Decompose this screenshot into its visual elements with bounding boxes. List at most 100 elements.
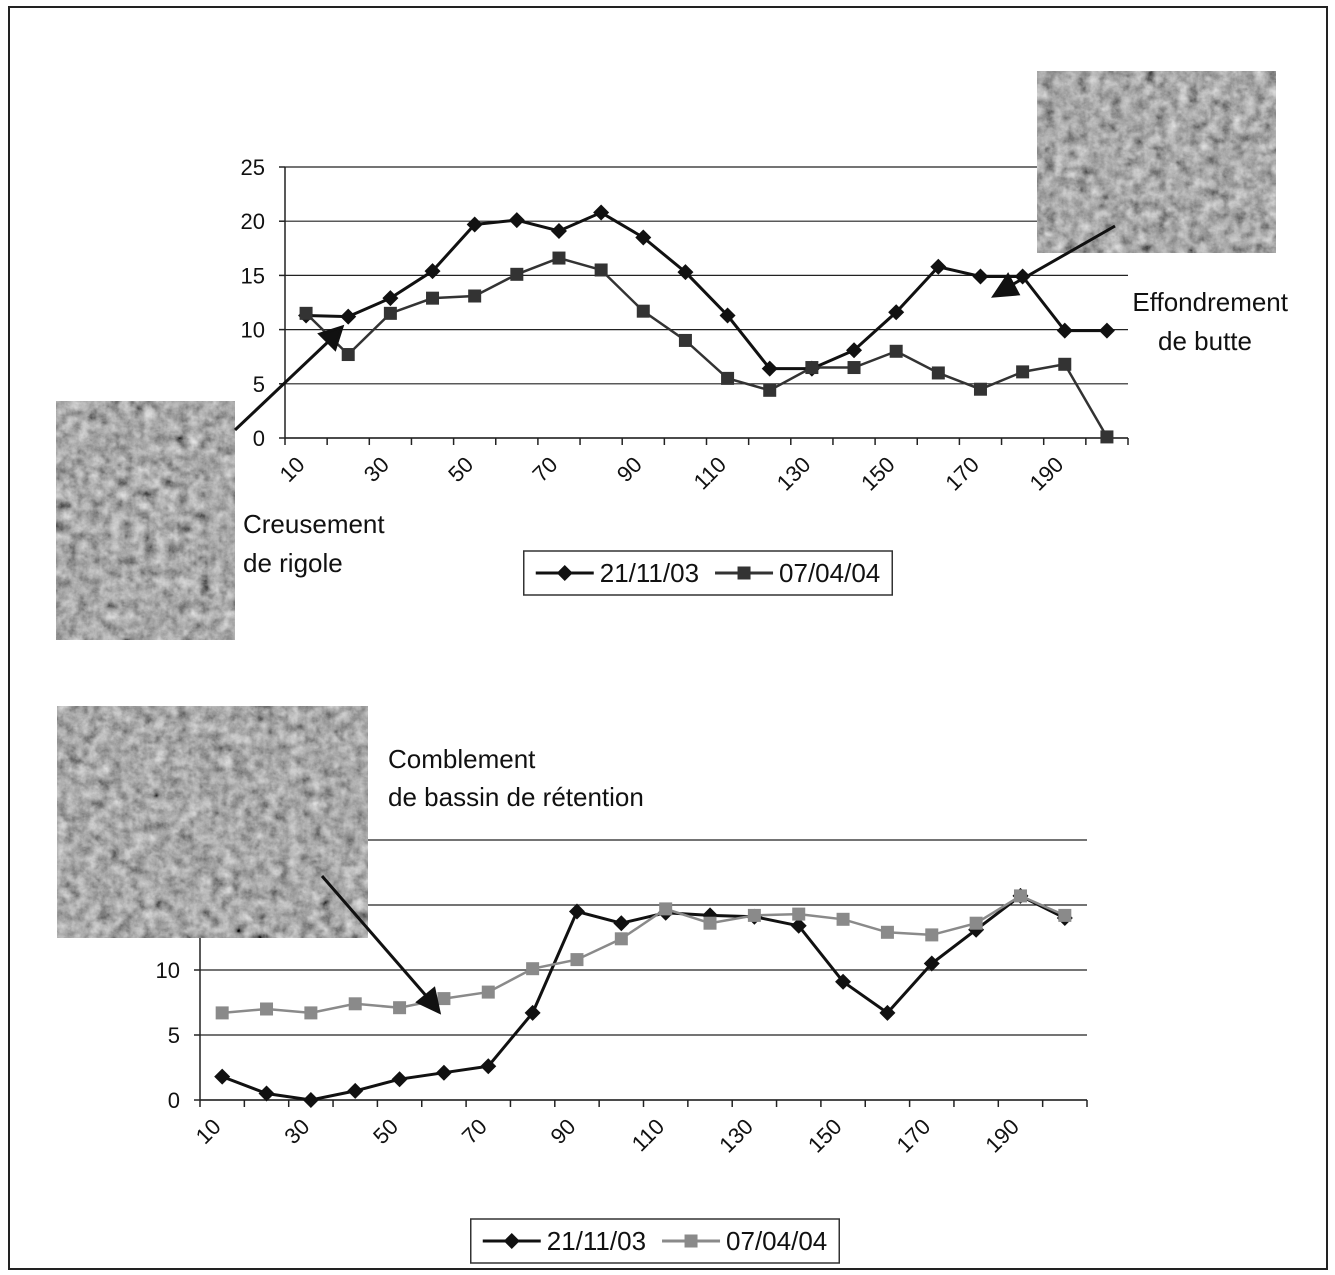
series-line — [221, 894, 1066, 1102]
y-tick-label: 0 — [253, 426, 265, 451]
series-line — [306, 210, 1107, 371]
marker — [510, 267, 524, 281]
annotation: Creusement — [243, 509, 385, 539]
marker — [570, 953, 584, 967]
marker — [923, 955, 940, 972]
legend-marker — [737, 566, 751, 580]
y-tick-label: 25 — [241, 155, 265, 180]
marker — [466, 216, 483, 233]
marker — [568, 903, 585, 920]
marker — [552, 251, 566, 265]
y-tick-label: 0 — [168, 1088, 180, 1113]
marker — [847, 361, 861, 375]
x-tick-label: 130 — [772, 452, 816, 496]
marker — [341, 348, 355, 362]
marker — [973, 382, 987, 396]
legend-label: 07/04/04 — [726, 1226, 827, 1256]
marker — [659, 902, 673, 916]
x-tick-label: 150 — [856, 452, 900, 496]
marker — [1013, 889, 1027, 903]
marker — [888, 304, 905, 321]
x-tick-label: 170 — [940, 452, 984, 496]
marker — [480, 1058, 497, 1075]
x-tick-label: 30 — [279, 1114, 314, 1149]
x-tick-label: 70 — [528, 452, 563, 487]
y-tick-label: 15 — [241, 263, 265, 288]
legend-label: 21/11/03 — [600, 558, 699, 588]
marker — [383, 306, 397, 320]
marker — [299, 306, 313, 320]
y-tick-label: 10 — [241, 318, 265, 343]
legend: 21/11/03 07/04/04 — [470, 1218, 840, 1264]
marker — [382, 290, 399, 307]
arrow — [320, 875, 430, 999]
x-tick-label: 190 — [1025, 452, 1069, 496]
marker — [889, 344, 903, 358]
marker — [1100, 430, 1114, 444]
marker — [347, 1082, 364, 1099]
marker — [424, 263, 441, 280]
marker — [763, 383, 777, 397]
marker — [703, 916, 717, 930]
marker — [435, 1064, 452, 1081]
photo — [56, 401, 235, 640]
marker — [348, 997, 362, 1011]
x-tick-label: 10 — [191, 1114, 226, 1149]
x-tick-label: 130 — [714, 1114, 758, 1158]
marker — [880, 925, 894, 939]
marker — [836, 912, 850, 926]
marker — [426, 291, 440, 305]
marker — [594, 263, 608, 277]
marker — [508, 212, 525, 229]
legend-marker — [503, 1233, 520, 1249]
legend-label: 07/04/04 — [779, 558, 880, 588]
marker — [391, 1071, 408, 1088]
marker — [302, 1092, 319, 1108]
marker — [835, 973, 852, 990]
marker — [721, 371, 735, 385]
marker — [930, 258, 947, 275]
marker — [925, 928, 939, 942]
arrow-head — [415, 986, 442, 1015]
arrow — [233, 338, 332, 432]
y-tick-label: 10 — [156, 958, 180, 983]
legend-label: 21/11/03 — [547, 1226, 646, 1256]
photo — [1037, 71, 1276, 253]
marker — [879, 1004, 896, 1021]
photos — [56, 71, 1276, 938]
marker — [393, 1001, 407, 1015]
annotation: de rigole — [243, 548, 343, 578]
x-tick-label: 110 — [689, 452, 731, 494]
marker — [1098, 322, 1115, 339]
marker — [468, 289, 482, 303]
annotation: de bassin de rétention — [388, 782, 644, 812]
legend-marker — [556, 565, 573, 581]
marker — [761, 360, 778, 377]
plots: 0 5 10 15 20 25 10 30 50 70 90 110 130 150 170 190 21/11… — [156, 155, 1129, 1264]
marker — [613, 915, 630, 932]
marker — [931, 366, 945, 380]
marker — [215, 1006, 229, 1020]
annotation: de butte — [1158, 326, 1252, 356]
marker — [481, 985, 495, 999]
legend: 21/11/03 07/04/04 — [523, 550, 893, 596]
x-tick-label: 10 — [275, 452, 310, 487]
marker — [304, 1006, 318, 1020]
annotation: Effondrement — [1132, 287, 1288, 317]
y-tick-label: 5 — [168, 1023, 180, 1048]
marker — [747, 908, 761, 922]
x-tick-label: 90 — [546, 1114, 581, 1149]
arrow-head — [991, 272, 1021, 298]
x-tick-label: 110 — [627, 1114, 669, 1156]
y-tick-label: 20 — [241, 209, 265, 234]
x-tick-label: 30 — [359, 452, 394, 487]
marker — [677, 264, 694, 281]
x-tick-label: 150 — [803, 1114, 847, 1158]
x-tick-label: 170 — [892, 1114, 936, 1158]
legend-marker — [684, 1234, 698, 1248]
marker — [635, 229, 652, 246]
x-tick-label: 50 — [368, 1114, 403, 1149]
x-tick-label: 190 — [980, 1114, 1024, 1158]
marker — [593, 204, 610, 221]
